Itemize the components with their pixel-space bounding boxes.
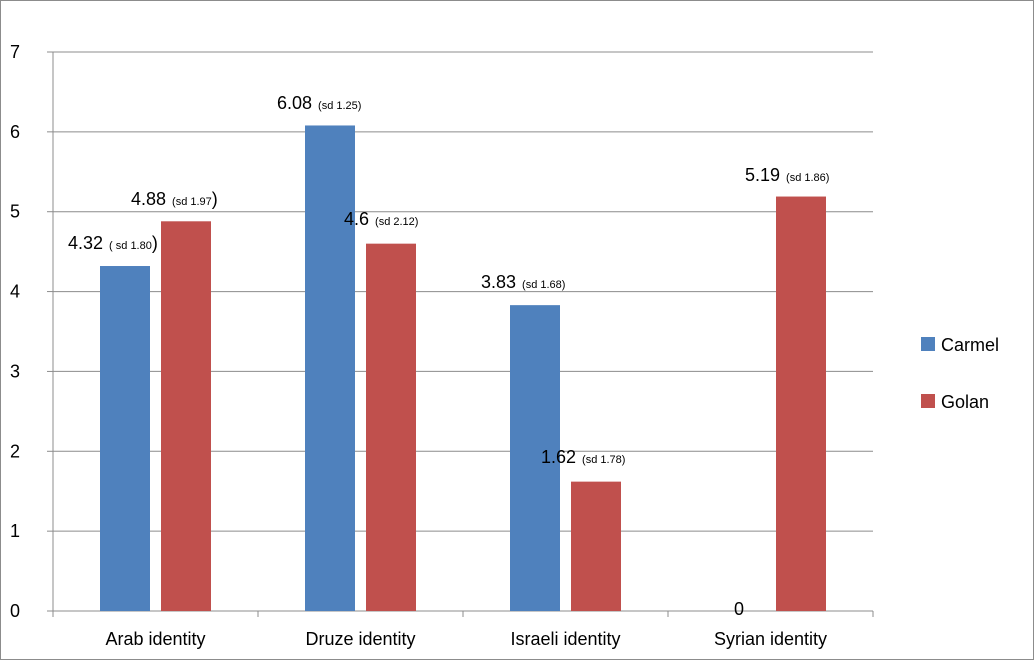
category-label: Arab identity: [105, 629, 205, 649]
category-label: Israeli identity: [510, 629, 620, 649]
data-label: 4.6 (sd 2.12): [344, 209, 418, 229]
y-tick-label: 4: [10, 282, 20, 302]
data-label-close-paren: ): [152, 233, 158, 253]
data-label: 1.62 (sd 1.78): [541, 447, 625, 467]
data-label-sd: (sd 1.97: [172, 196, 212, 208]
legend: Carmel Golan: [921, 335, 999, 412]
data-label: 5.19 (sd 1.86): [745, 165, 829, 185]
bar-carmel: [100, 266, 150, 611]
bar-golan: [366, 243, 416, 611]
bar-carmel: [510, 305, 560, 611]
bars: [100, 125, 826, 612]
data-label-value: 0: [734, 599, 744, 619]
data-label-value: 4.6: [344, 209, 369, 229]
data-label-sd: (sd 1.25): [318, 100, 361, 112]
y-tick-label: 0: [10, 601, 20, 621]
data-label-value: 3.83: [481, 272, 516, 292]
data-label-sd: ( sd 1.80: [109, 240, 152, 252]
data-label: 6.08 (sd 1.25): [277, 93, 361, 113]
y-tick-label: 5: [10, 202, 20, 222]
legend-label-carmel: Carmel: [941, 335, 999, 355]
data-label-sd: (sd 1.86): [786, 172, 829, 184]
data-labels: 4.32 ( sd 1.80) 6.08 (sd 1.25) 3.83 (sd 1.68)…: [68, 93, 829, 619]
y-tick-label: 2: [10, 441, 20, 461]
bar-golan: [776, 196, 826, 611]
data-label: 4.88 (sd 1.97): [131, 189, 218, 209]
data-label-value: 1.62: [541, 447, 576, 467]
bar-carmel: [305, 125, 355, 612]
axes: 0 1 2 3 4 5 6 7 Arab identity Druze identity Israe…: [10, 42, 874, 649]
data-label-sd: (sd 2.12): [375, 216, 418, 228]
category-label: Syrian identity: [714, 629, 827, 649]
legend-label-golan: Golan: [941, 392, 989, 412]
data-label: 0: [734, 599, 744, 619]
y-tick-label: 1: [10, 521, 20, 541]
data-label-value: 6.08: [277, 93, 312, 113]
data-label-value: 5.19: [745, 165, 780, 185]
y-tick-label: 3: [10, 361, 20, 381]
data-label: 4.32 ( sd 1.80): [68, 233, 158, 253]
data-label-close-paren: ): [212, 189, 218, 209]
y-tick-label: 6: [10, 122, 20, 142]
data-label-value: 4.32: [68, 233, 103, 253]
y-tick-label: 7: [10, 42, 20, 62]
bar-golan: [571, 481, 621, 611]
data-label-value: 4.88: [131, 189, 166, 209]
legend-swatch-carmel: [921, 337, 935, 351]
data-label: 3.83 (sd 1.68): [481, 272, 565, 292]
data-label-sd: (sd 1.68): [522, 279, 565, 291]
legend-swatch-golan: [921, 394, 935, 408]
data-label-sd: (sd 1.78): [582, 454, 625, 466]
bar-golan: [161, 221, 211, 611]
category-label: Druze identity: [305, 629, 415, 649]
